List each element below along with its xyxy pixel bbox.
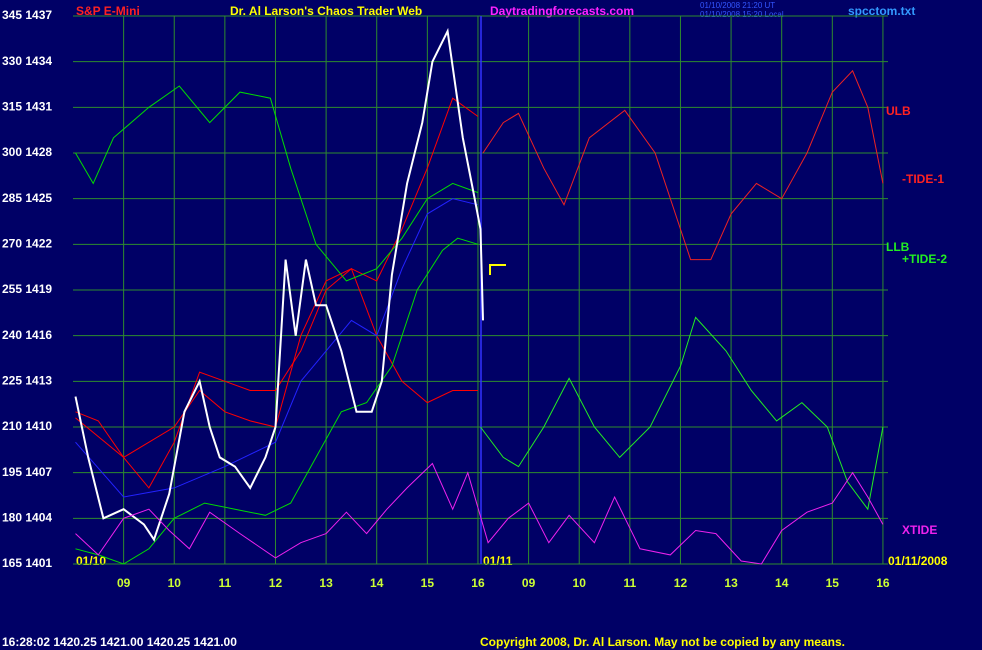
annotation: ULB: [886, 104, 911, 118]
x-tick-label: 11: [219, 576, 232, 590]
file-name: spcctom.txt: [848, 4, 915, 18]
y-tick-label: 180 1404: [2, 511, 52, 525]
y-tick-label: 300 1428: [2, 145, 52, 159]
series-line: [74, 27, 484, 542]
annotation: +TIDE-2: [902, 252, 947, 266]
series-line: [75, 268, 478, 459]
series-line: [75, 198, 479, 498]
y-tick-label: 225 1413: [2, 374, 52, 388]
y-tick-label: 240 1416: [2, 328, 52, 342]
x-tick-label: 13: [724, 576, 738, 590]
chart-title: Dr. Al Larson's Chaos Trader Web: [230, 4, 422, 18]
timestamp: 01/10/2008 21:20 UT: [700, 1, 775, 10]
annotation: -TIDE-1: [902, 172, 944, 186]
y-tick-label: 165 1401: [2, 556, 52, 570]
x-tick-label: 12: [674, 576, 688, 590]
copyright: Copyright 2008, Dr. Al Larson. May not b…: [480, 635, 845, 649]
y-tick-label: 315 1431: [2, 100, 52, 114]
annotation: LLB: [886, 240, 910, 254]
y-tick-label: 270 1422: [2, 237, 52, 251]
y-tick-label: 210 1410: [2, 419, 52, 433]
y-tick-label: 330 1434: [2, 54, 52, 68]
x-tick-label: 09: [117, 576, 131, 590]
x-tick-label: 14: [370, 576, 384, 590]
x-tick-label: 16: [876, 576, 890, 590]
date-label: 01/11: [483, 554, 513, 568]
y-tick-label: 345 1437: [2, 8, 52, 22]
marker: [489, 264, 506, 275]
site: Daytradingforecasts.com: [490, 4, 634, 18]
x-tick-label: 10: [168, 576, 182, 590]
x-tick-label: 14: [775, 576, 789, 590]
y-tick-label: 195 1407: [2, 465, 52, 479]
series-line: [75, 462, 884, 565]
series-line: [75, 85, 479, 282]
series-line: [482, 69, 884, 261]
x-tick-label: 10: [573, 576, 587, 590]
x-tick-label: 16: [471, 576, 485, 590]
timestamp: 01/10/2008 15:20 Local: [700, 10, 784, 19]
x-tick-label: 13: [319, 576, 333, 590]
series-line: [480, 316, 884, 511]
quote: 16:28:02 1420.25 1421.00 1420.25 1421.00: [2, 635, 237, 649]
series-line: [75, 97, 479, 489]
x-tick-label: 15: [826, 576, 840, 590]
x-tick-label: 09: [522, 576, 536, 590]
date-label: 01/11/2008: [888, 554, 948, 568]
y-tick-label: 255 1419: [2, 282, 52, 296]
y-tick-label: 285 1425: [2, 191, 52, 205]
annotation: XTIDE: [902, 523, 937, 537]
series-line: [75, 237, 479, 565]
x-tick-label: 15: [421, 576, 435, 590]
symbol: S&P E-Mini: [76, 4, 140, 18]
x-tick-label: 11: [623, 576, 636, 590]
date-label: 01/10: [76, 554, 106, 568]
x-tick-label: 12: [269, 576, 283, 590]
